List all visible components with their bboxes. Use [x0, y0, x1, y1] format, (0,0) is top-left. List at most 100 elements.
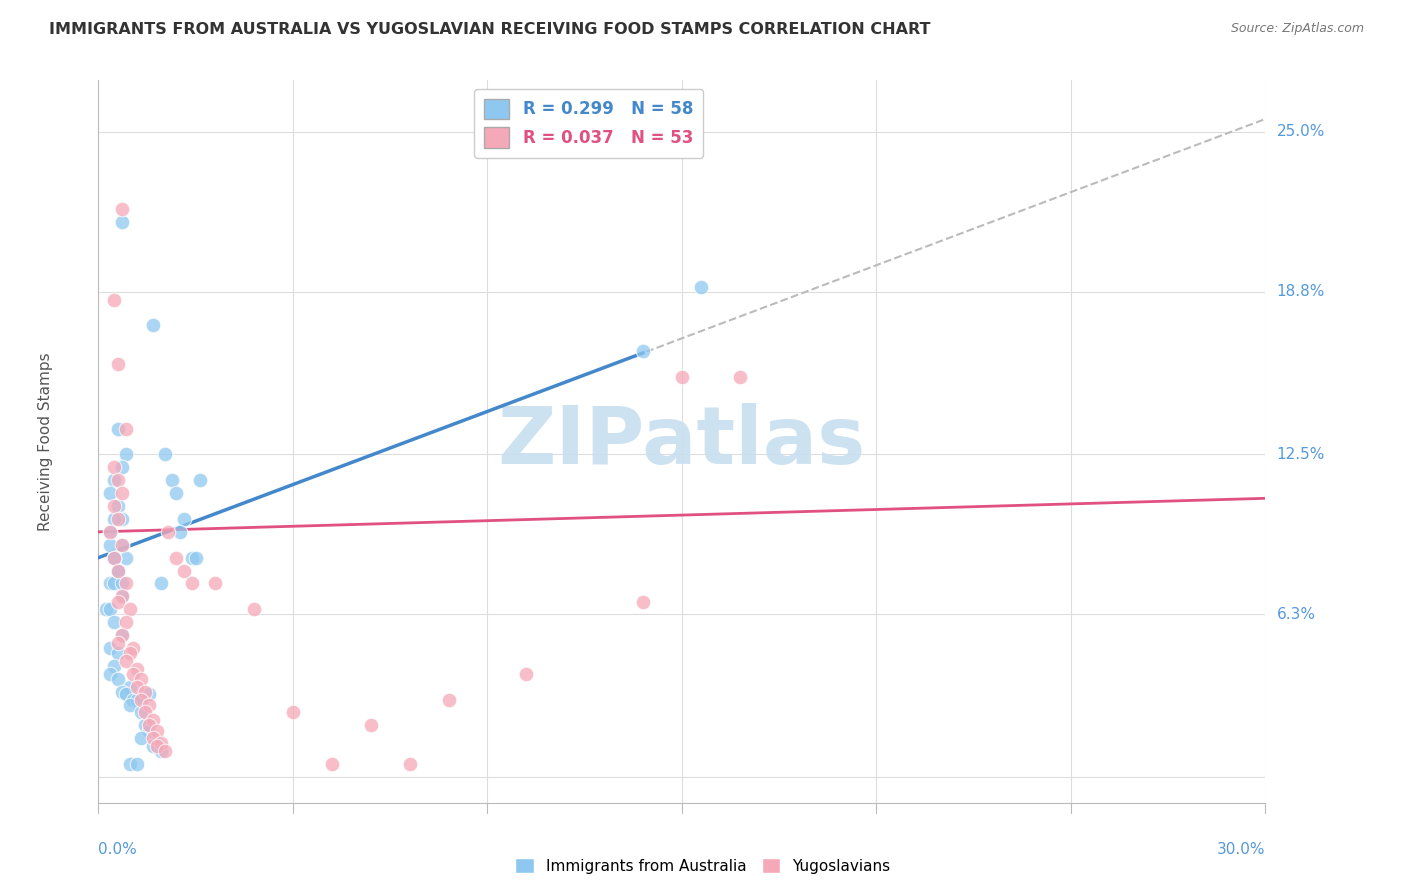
Text: 30.0%: 30.0%	[1218, 842, 1265, 856]
Point	[437, 692, 460, 706]
Point	[103, 576, 125, 591]
Point	[173, 512, 195, 526]
Point	[103, 550, 125, 565]
Point	[107, 422, 129, 436]
Point	[111, 685, 134, 699]
Point	[204, 576, 226, 591]
Point	[98, 602, 121, 616]
Point	[142, 731, 165, 746]
Text: 6.3%: 6.3%	[1277, 607, 1316, 622]
Point	[129, 706, 152, 720]
Point	[114, 447, 136, 461]
Point	[118, 680, 141, 694]
Point	[127, 692, 149, 706]
Point	[111, 576, 134, 591]
Point	[114, 422, 136, 436]
Point	[243, 602, 266, 616]
Point	[127, 662, 149, 676]
Text: Receiving Food Stamps: Receiving Food Stamps	[38, 352, 53, 531]
Point	[111, 628, 134, 642]
Point	[138, 723, 160, 738]
Point	[118, 602, 141, 616]
Point	[142, 739, 165, 753]
Point	[118, 646, 141, 660]
Legend: Immigrants from Australia, Yugoslavians: Immigrants from Australia, Yugoslavians	[509, 852, 897, 880]
Point	[146, 723, 169, 738]
Point	[111, 202, 134, 217]
Point	[127, 757, 149, 772]
Point	[138, 718, 160, 732]
Point	[631, 594, 654, 608]
Point	[515, 666, 537, 681]
Point	[690, 279, 713, 293]
Point	[671, 370, 693, 384]
Point	[134, 706, 156, 720]
Point	[98, 640, 121, 655]
Point	[180, 576, 202, 591]
Point	[111, 215, 134, 229]
Point	[146, 739, 169, 753]
Point	[103, 659, 125, 673]
Text: 25.0%: 25.0%	[1277, 124, 1324, 139]
Point	[103, 512, 125, 526]
Point	[149, 736, 172, 750]
Point	[129, 692, 152, 706]
Point	[114, 615, 136, 630]
Text: 12.5%: 12.5%	[1277, 447, 1324, 462]
Point	[118, 757, 141, 772]
Point	[180, 550, 202, 565]
Point	[103, 615, 125, 630]
Point	[98, 524, 121, 539]
Point	[146, 736, 169, 750]
Point	[173, 564, 195, 578]
Point	[111, 460, 134, 475]
Point	[107, 594, 129, 608]
Point	[98, 538, 121, 552]
Point	[129, 731, 152, 746]
Point	[111, 538, 134, 552]
Point	[114, 576, 136, 591]
Point	[321, 757, 343, 772]
Point	[103, 499, 125, 513]
Point	[142, 713, 165, 727]
Point	[98, 666, 121, 681]
Point	[129, 672, 152, 686]
Point	[114, 550, 136, 565]
Point	[142, 318, 165, 333]
Text: 18.8%: 18.8%	[1277, 285, 1324, 300]
Point	[98, 524, 121, 539]
Point	[107, 512, 129, 526]
Point	[398, 757, 420, 772]
Point	[111, 590, 134, 604]
Point	[730, 370, 752, 384]
Point	[114, 654, 136, 668]
Point	[107, 672, 129, 686]
Point	[281, 706, 304, 720]
Point	[157, 524, 180, 539]
Point	[360, 718, 382, 732]
Point	[122, 640, 145, 655]
Point	[103, 460, 125, 475]
Point	[122, 666, 145, 681]
Point	[111, 486, 134, 500]
Point	[107, 357, 129, 371]
Point	[134, 685, 156, 699]
Point	[134, 718, 156, 732]
Point	[107, 636, 129, 650]
Point	[153, 744, 176, 758]
Point	[138, 687, 160, 701]
Point	[184, 550, 207, 565]
Point	[111, 538, 134, 552]
Point	[149, 576, 172, 591]
Point	[98, 486, 121, 500]
Point	[162, 473, 184, 487]
Point	[153, 447, 176, 461]
Point	[98, 576, 121, 591]
Point	[165, 486, 187, 500]
Point	[149, 744, 172, 758]
Point	[118, 698, 141, 712]
Point	[165, 550, 187, 565]
Point	[114, 687, 136, 701]
Point	[111, 512, 134, 526]
Text: 0.0%: 0.0%	[98, 842, 138, 856]
